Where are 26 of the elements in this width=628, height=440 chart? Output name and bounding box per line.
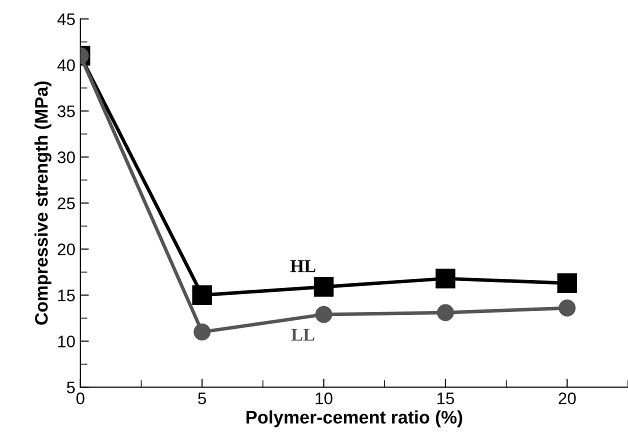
series-label: LL (291, 328, 314, 341)
y-axis-title: Compressive strength (MPa) (34, 82, 52, 325)
x-tick-label: 20 (558, 392, 576, 404)
y-tick-label: 25 (58, 197, 75, 210)
point (192, 285, 212, 305)
y-tick-label: 5 (66, 382, 75, 394)
x-axis-title: Polymer-cement ratio (%) (246, 410, 462, 428)
y-tick-label: 20 (58, 243, 75, 256)
point (436, 268, 456, 288)
y-tick-label: 10 (58, 336, 75, 348)
y-tick-label: 45 (57, 13, 75, 26)
y-tick-label: 15 (58, 290, 75, 302)
point (194, 323, 211, 340)
x-tick-label: 0 (76, 392, 84, 404)
x-tick-label: 10 (316, 392, 332, 404)
y-tick-label: 30 (58, 151, 75, 164)
x-tick-label: 15 (437, 392, 454, 404)
point (558, 300, 576, 316)
point (315, 306, 332, 323)
y-tick-label: 35 (58, 105, 75, 118)
point (557, 273, 578, 294)
series-label: HL (290, 260, 316, 272)
y-tick-label: 40 (57, 59, 75, 72)
point (314, 276, 334, 297)
x-tick-label: 5 (198, 392, 206, 404)
point (436, 304, 454, 322)
